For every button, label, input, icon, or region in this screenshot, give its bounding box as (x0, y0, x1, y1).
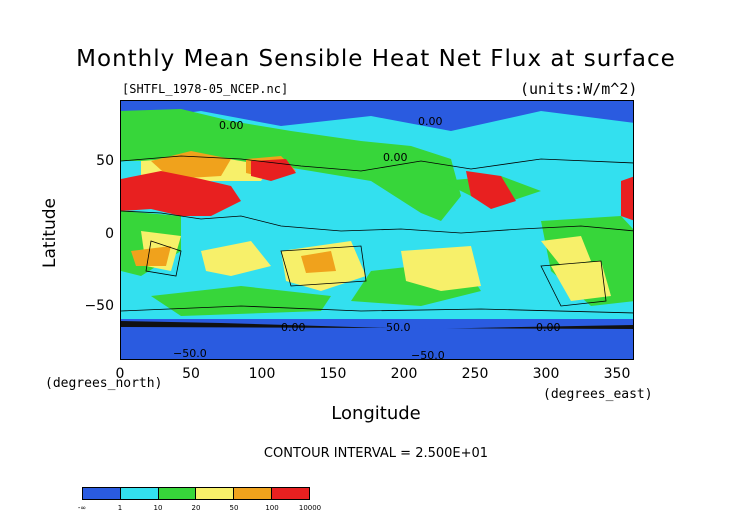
legend-label: 10 (153, 504, 163, 512)
x-tick-label: 350 (603, 366, 631, 382)
contour-label: 50.0 (386, 321, 411, 334)
x-unit-label: (degrees_east) (543, 387, 653, 402)
contour-label: 0.00 (536, 321, 561, 334)
y-unit-label: (degrees_north) (45, 376, 163, 391)
legend-label: 1 (117, 504, 123, 512)
x-axis-label: Longitude (331, 403, 421, 424)
contour-label: 0.00 (219, 119, 244, 132)
color-legend-bar (82, 487, 310, 500)
legend-label: -∞ (77, 504, 87, 512)
y-tick-label: 50 (96, 153, 114, 169)
south-america-yellow (551, 261, 611, 301)
x-tick-label: 50 (182, 366, 200, 382)
contour-label: 0.00 (383, 151, 408, 164)
legend-label: 100 (265, 504, 279, 512)
contour-label: 0.00 (281, 321, 306, 334)
legend-label: 20 (191, 504, 201, 512)
x-tick-label: 100 (248, 366, 276, 382)
y-tick-label: 0 (105, 226, 114, 242)
x-tick-label: 150 (319, 366, 347, 382)
y-tick-label: −50 (84, 298, 114, 314)
contour-label: −50.0 (173, 347, 207, 360)
legend-swatch (83, 488, 121, 499)
amazon-yellow (541, 236, 591, 266)
southern-africa-orange (131, 246, 171, 266)
indian-ocean-yellow (201, 241, 271, 276)
legend-swatch (272, 488, 309, 499)
map-plot-area: 0.00 0.00 0.00 0.00 50.0 0.00 −50.0 −50.… (120, 100, 634, 360)
file-label: [SHTFL_1978-05_NCEP.nc] (122, 82, 289, 96)
legend-swatch (234, 488, 273, 499)
contour-interval: CONTOUR INTERVAL = 2.500E+01 (263, 446, 489, 461)
contour-lines (121, 155, 633, 314)
units-label: (units:W/m^2) (520, 80, 638, 98)
legend-swatch (158, 488, 197, 499)
legend-label: 10000 (298, 504, 322, 512)
sahara-east-red (621, 176, 633, 221)
chart-title: Monthly Mean Sensible Heat Net Flux at s… (76, 46, 676, 72)
x-tick-label: 300 (532, 366, 560, 382)
legend-swatch (120, 488, 159, 499)
sahara-arabia-red (121, 171, 241, 216)
flux-map (121, 101, 633, 359)
contour-label: −50.0 (411, 349, 445, 360)
central-asia-orange (151, 151, 231, 179)
y-axis-label: Latitude (40, 198, 60, 268)
x-tick-label: 200 (390, 366, 418, 382)
x-tick-label: 250 (461, 366, 489, 382)
legend-swatch (196, 488, 235, 499)
north-america-red (466, 171, 516, 209)
antarctica-low-flux (121, 327, 633, 359)
australia-orange (301, 251, 336, 273)
legend-label: 50 (229, 504, 239, 512)
x-tick-label: 0 (115, 366, 125, 382)
pacific-yellow (401, 246, 481, 291)
south-indian-green (151, 286, 331, 316)
contour-label: 0.00 (418, 115, 443, 128)
